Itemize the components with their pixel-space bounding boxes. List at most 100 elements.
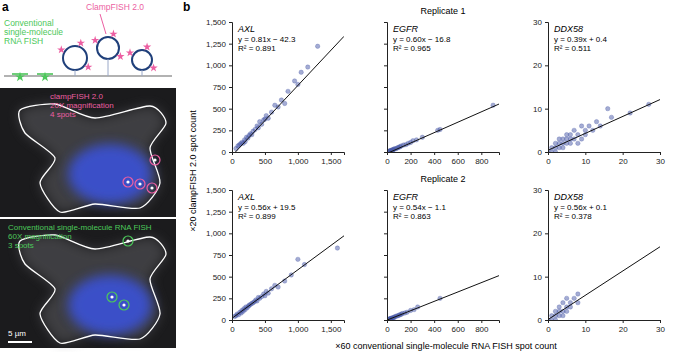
axis-line [233,321,345,324]
y-axis-title: ×20 clampFISH 2.0 spot count [188,110,198,232]
pointer [100,14,106,34]
spot [122,303,125,306]
image-label: 60X magnification [8,232,72,241]
tick-mark [229,298,232,299]
point [587,124,591,128]
tick-label: 10 [533,105,542,114]
tick-label: 20 [533,61,542,70]
point [579,137,583,141]
cytoplasm [19,235,166,344]
tick-mark [229,130,232,131]
tick [384,320,387,321]
tick-label: 200 [404,325,418,334]
tick-mark [384,277,387,278]
tick: 0 [230,152,235,166]
spot [150,186,153,189]
tick-mark [585,152,586,155]
tick-mark [229,109,232,110]
tick-label: 400 [428,325,442,334]
point [576,141,580,145]
x-axis: 0102030 [546,320,665,334]
tick-mark [384,109,387,110]
axis-line [384,23,388,153]
nucleus [68,144,152,204]
image-label: 3 spots [8,241,34,250]
tick: 600 [452,152,466,166]
tick-mark [229,255,232,256]
tick [384,87,387,88]
tick: 1,000 [288,152,309,166]
image-background [0,219,176,348]
chart-title: DDX58 [554,24,583,34]
tick [384,298,387,299]
chart-title: DDX58 [554,192,583,202]
tick [384,277,387,278]
fit-line [232,36,344,152]
tick-mark [545,320,548,321]
clamp-dye [116,52,124,60]
tick-label: 750 [213,251,227,260]
point [299,70,303,74]
axis-line [549,321,661,324]
tick-label: 10 [533,273,542,282]
y-axis: 0102030 [533,186,548,325]
tick: 1,500 [206,186,232,195]
tick-label: 30 [533,186,542,195]
point [561,145,565,149]
tick: 1,250 [206,208,232,217]
plot-area [232,236,344,319]
point [568,141,572,145]
point [561,300,565,304]
tick-mark [229,212,232,213]
tick: 750 [213,83,232,92]
fit-line [548,100,660,151]
x-axis-title: ×60 conventional single-molecule RNA FIS… [335,341,557,351]
clamp-dye [126,48,134,56]
tick-label: 20 [619,157,628,166]
tick-mark [411,152,412,155]
point [568,132,572,136]
clamp-loop [63,46,87,70]
spot [138,182,141,185]
point [553,318,557,320]
fit-line [387,276,499,320]
tick-label: 1,500 [206,18,227,27]
tick-label: 1,000 [206,61,227,70]
point [283,101,287,105]
clamp-link [75,70,76,76]
tick-mark [384,152,387,153]
clamp-link [108,59,109,76]
tick-mark [265,320,266,323]
axis-line [229,191,233,321]
tick: 10 [533,105,548,114]
rna-strand [4,75,172,77]
tick-label: 600 [452,157,466,166]
point [292,79,296,83]
tick-mark [229,320,232,321]
axis-line [545,191,549,321]
annotation: R² = 0.863 [393,212,431,221]
tick-mark [229,277,232,278]
clamp-link [142,70,143,76]
chart-title: AXL [237,192,255,202]
annotation: y = 0.56x + 0.1 [554,203,607,212]
spot [126,180,129,183]
tick-mark [298,320,299,323]
tick-mark [545,109,548,110]
annotation: R² = 0.511 [554,44,592,53]
tick-label: 20 [619,325,628,334]
tick-mark [545,22,548,23]
tick-mark [384,233,387,234]
schematic [4,14,172,81]
tick-label: 0 [546,157,551,166]
tick-label: 800 [475,325,489,334]
tick-mark [331,320,332,323]
tick-mark [458,320,459,323]
tick-mark [411,320,412,323]
tick-label: 500 [213,105,227,114]
tick: 10 [581,320,590,334]
annotation: R² = 0.378 [554,212,592,221]
point [572,128,576,132]
point [335,246,339,250]
tick-mark [545,190,548,191]
